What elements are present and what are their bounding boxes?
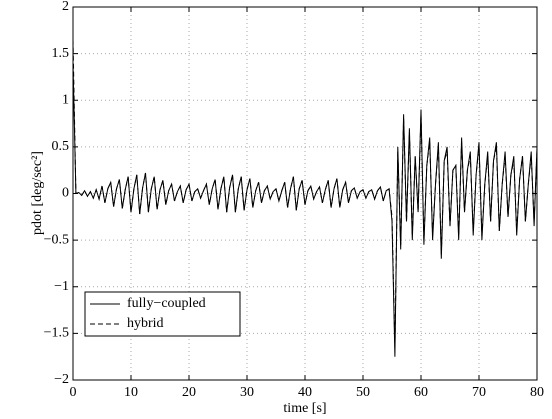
y-tick-label: 2	[62, 0, 69, 14]
y-tick-label: 1.5	[52, 46, 70, 61]
legend-label: fully−coupled	[127, 296, 206, 311]
x-tick-label: 0	[70, 385, 77, 400]
x-tick-label: 60	[414, 385, 428, 400]
y-tick-label: −1.5	[44, 326, 69, 341]
y-tick-label: −1	[54, 279, 69, 294]
x-tick-label: 20	[182, 385, 196, 400]
legend-label: hybrid	[127, 316, 164, 331]
x-tick-label: 50	[356, 385, 370, 400]
x-tick-label: 70	[472, 385, 486, 400]
y-axis-label: pdot [deg/sec²]	[30, 151, 45, 235]
x-tick-label: 80	[530, 385, 544, 400]
legend-box	[84, 291, 241, 337]
y-tick-label: −0.5	[44, 232, 69, 247]
x-tick-label: 40	[298, 385, 312, 400]
y-tick-label: 0	[62, 186, 69, 201]
y-tick-label: 1	[62, 92, 69, 107]
x-tick-label: 30	[240, 385, 254, 400]
plot-frame	[72, 6, 538, 381]
y-tick-label: 0.5	[52, 139, 70, 154]
x-tick-label: 10	[124, 385, 138, 400]
data-line	[72, 39, 538, 348]
y-tick-label: −2	[54, 372, 69, 387]
x-axis-label: time [s]	[283, 401, 326, 416]
